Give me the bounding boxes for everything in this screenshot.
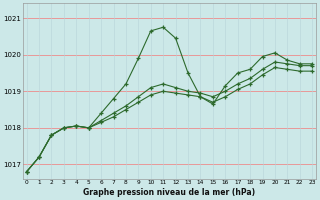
X-axis label: Graphe pression niveau de la mer (hPa): Graphe pression niveau de la mer (hPa) xyxy=(83,188,255,197)
